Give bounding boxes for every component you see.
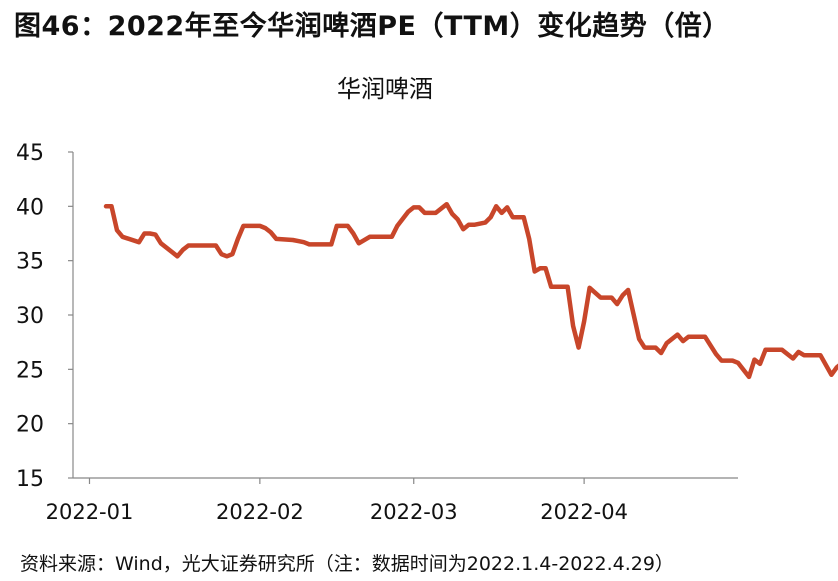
x-tick-label: 2022-04 xyxy=(540,500,628,524)
y-tick-label: 40 xyxy=(16,195,44,220)
figure-title: 图46：2022年至今华润啤酒PE（TTM）变化趋势（倍） xyxy=(14,11,730,42)
y-tick-label: 35 xyxy=(16,250,44,275)
y-tick-label: 25 xyxy=(16,358,44,383)
y-tick-label: 45 xyxy=(16,141,44,166)
series-group xyxy=(103,201,838,380)
x-tick-label: 2022-02 xyxy=(216,500,304,524)
axes: 15 20 25 30 35 40 45 2022-01 2022-02 2022-03 2022-… xyxy=(16,141,738,524)
source-note: 资料来源：Wind，光大证券研究所（注：数据时间为2022.1.4-2022.4… xyxy=(20,553,674,575)
series-line xyxy=(103,201,838,380)
y-tick-label: 30 xyxy=(16,304,44,329)
y-tick-label: 15 xyxy=(16,467,44,492)
y-tick-label: 20 xyxy=(16,413,44,438)
chart-title: 华润啤酒 xyxy=(337,75,433,103)
x-tick-label: 2022-01 xyxy=(46,500,134,524)
x-tick-label: 2022-03 xyxy=(370,500,458,524)
